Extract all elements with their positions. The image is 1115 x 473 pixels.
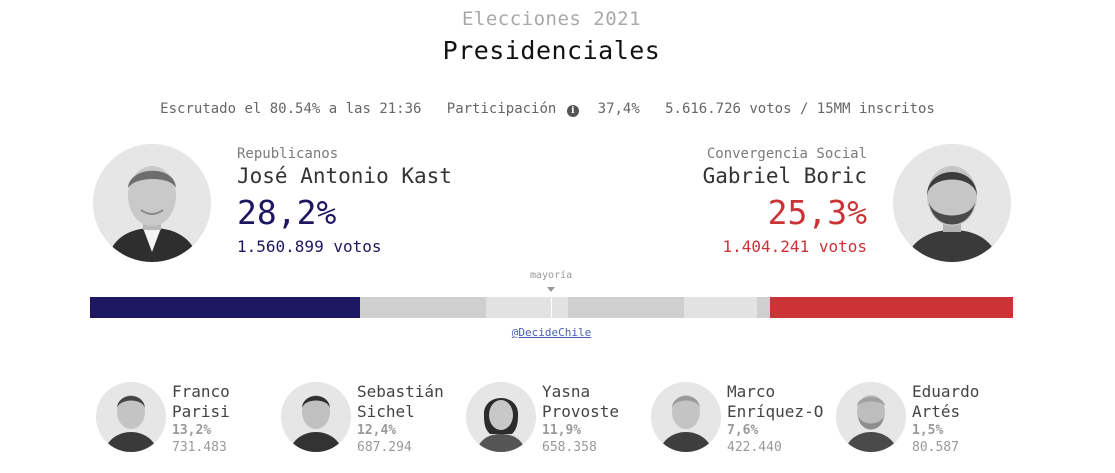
pct-kast: 28,2% (237, 193, 337, 232)
pct-provoste: 11,9% (542, 423, 582, 438)
avatar-sichel (281, 382, 351, 452)
bar-segment-3 (568, 297, 684, 318)
source-link[interactable]: @DecideChile (511, 326, 592, 339)
election-kicker: Elecciones 2021 (461, 8, 642, 30)
name-kast: José Antonio Kast (237, 164, 452, 188)
first-name-enriquez: Marco (727, 382, 776, 401)
votes-parisi: 731.483 (172, 440, 227, 455)
bar-segment-1 (359, 297, 486, 318)
candidate-enriquez: Marco Enríquez-O 7,6% 422.440 (651, 382, 836, 472)
info-icon[interactable]: i (566, 105, 579, 117)
majority-line (551, 293, 552, 318)
name-boric: Gabriel Boric (702, 164, 867, 188)
votes-kast: 1.560.899 votos (237, 237, 382, 256)
candidate-parisi: Franco Parisi 13,2% 731.483 (96, 382, 281, 472)
first-name-provoste: Yasna (542, 382, 591, 401)
pct-enriquez: 7,6% (727, 423, 759, 438)
votes-provoste: 658.358 (542, 440, 597, 455)
participation-value: 37,4% (597, 101, 640, 117)
avatar-parisi (96, 382, 166, 452)
pct-artes: 1,5% (912, 423, 944, 438)
majority-label: mayoría (530, 270, 573, 281)
party-boric: Convergencia Social (706, 146, 867, 162)
last-name-parisi: Parisi (172, 402, 230, 421)
votes-boric: 1.404.241 votos (722, 237, 868, 256)
page-title: Presidenciales (442, 36, 661, 65)
votes-sichel: 687.294 (357, 440, 412, 455)
candidate-artes: Eduardo Artés 1,5% 80.587 (836, 382, 1021, 472)
pct-boric: 25,3% (767, 193, 867, 232)
candidate-sichel: Sebastián Sichel 12,4% 687.294 (281, 382, 466, 472)
bar-segment-5 (756, 297, 771, 318)
bar-segment-0 (90, 297, 360, 318)
last-name-enriquez: Enríquez-O (727, 402, 824, 421)
last-name-provoste: Provoste (542, 402, 620, 421)
last-name-artes: Artés (912, 402, 961, 421)
pct-parisi: 13,2% (172, 423, 212, 438)
bar-segment-4 (683, 297, 757, 318)
bar-segment-2 (485, 297, 569, 318)
avatar-artes (836, 382, 906, 452)
avatar-boric (893, 144, 1011, 262)
avatar-provoste (466, 382, 536, 452)
avatar-enriquez (651, 382, 721, 452)
participation-label: Participación (446, 101, 557, 117)
bar-segment-6 (770, 297, 1013, 318)
votes-enriquez: 422.440 (727, 440, 782, 455)
first-name-artes: Eduardo (912, 382, 980, 401)
first-name-parisi: Franco (172, 382, 230, 401)
majority-arrow-icon (547, 287, 555, 292)
pct-sichel: 12,4% (357, 423, 397, 438)
last-name-sichel: Sichel (357, 402, 415, 421)
results-bar (90, 297, 1013, 318)
votes-artes: 80.587 (912, 440, 959, 455)
candidate-provoste: Yasna Provoste 11,9% 658.358 (466, 382, 651, 472)
stats-line: Escrutado el 80.54% a las 21:36 Particip… (0, 101, 1095, 117)
scrutiny-status: Escrutado el 80.54% a las 21:36 (160, 101, 422, 117)
party-kast: Republicanos (237, 146, 339, 162)
votes-summary: 5.616.726 votos / 15MM inscritos (665, 101, 935, 117)
avatar-kast (93, 144, 211, 262)
first-name-sichel: Sebastián (357, 382, 444, 401)
